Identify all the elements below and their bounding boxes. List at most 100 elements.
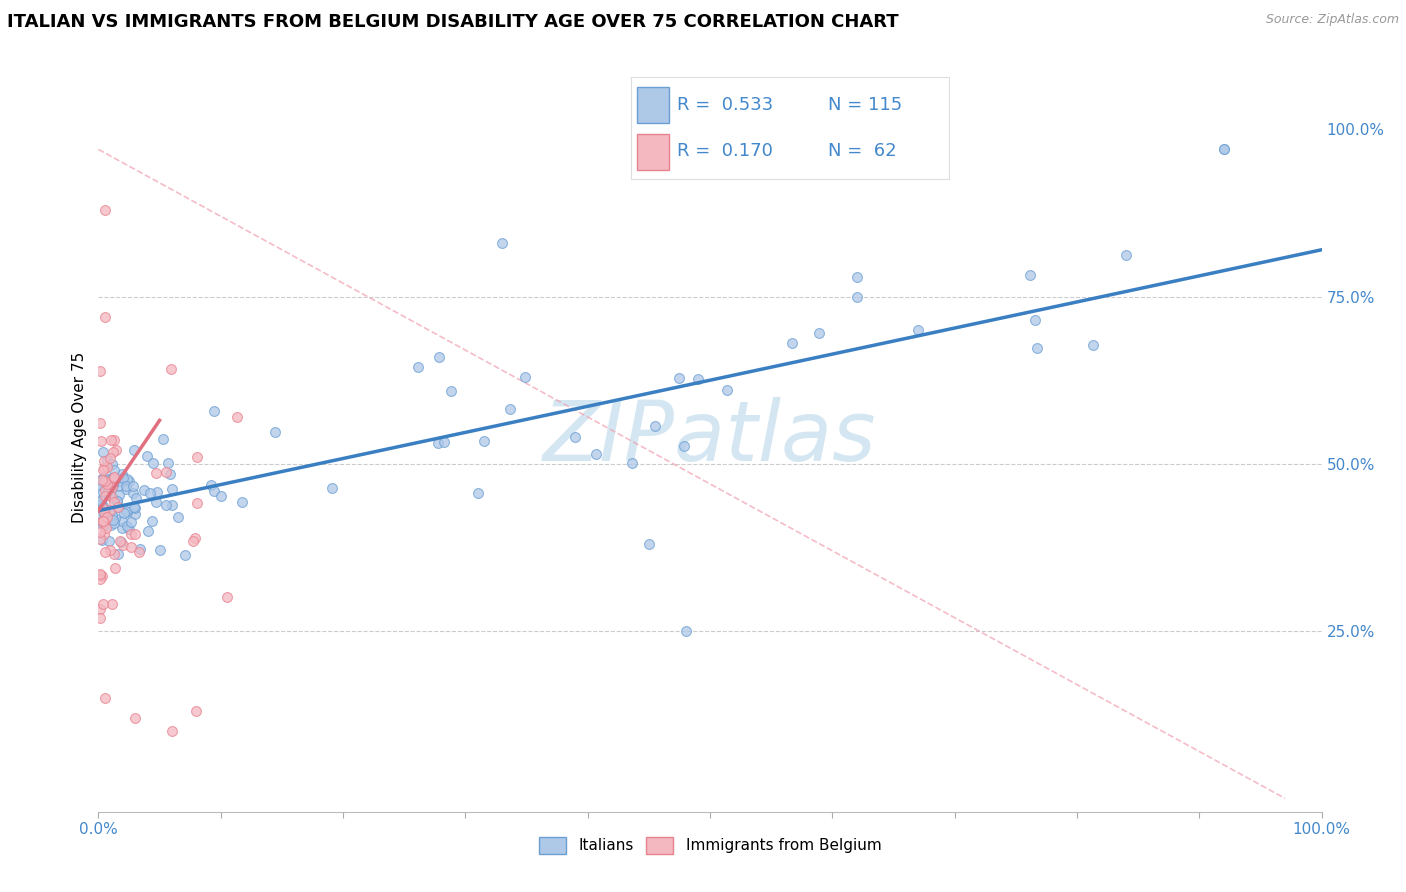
Point [145,466,167,480]
Point [98,451,121,466]
Point [155,498,177,512]
Point [93,461,115,475]
Point [90,434,112,449]
Point [122,443,145,458]
Point [89,611,111,625]
Point [91,445,114,459]
Point [215,591,238,605]
Point [100,489,122,503]
Point [115,479,138,493]
Point [160,361,183,376]
Point [94,514,117,528]
Point [89,567,111,582]
Point [637,537,661,551]
Point [111,514,134,528]
Point [107,547,129,561]
Point [433,434,456,449]
Point [845,269,868,284]
Point [89,525,111,540]
Point [91,500,114,514]
Point [124,527,146,541]
Point [103,547,125,561]
Point [105,500,128,514]
Point [98,502,121,516]
Point [1081,337,1104,351]
Point [427,350,450,364]
Point [513,370,536,384]
Point [91,514,114,528]
Point [104,442,127,457]
Point [202,483,225,498]
Point [91,485,114,500]
Point [110,534,132,549]
Point [668,371,690,385]
Point [110,535,132,549]
Text: ITALIAN VS IMMIGRANTS FROM BELGIUM DISABILITY AGE OVER 75 CORRELATION CHART: ITALIAN VS IMMIGRANTS FROM BELGIUM DISAB… [7,13,898,31]
Point [94,544,117,558]
Point [110,474,132,488]
Point [112,471,135,485]
Point [124,501,146,516]
Point [200,478,222,492]
Point [115,505,138,519]
Point [226,409,249,424]
Point [499,402,522,417]
Point [231,494,253,508]
Point [675,624,697,639]
Point [621,456,644,470]
Point [89,473,111,487]
Point [98,542,121,557]
Point [90,494,112,508]
Point [93,526,115,541]
Point [1026,341,1049,355]
Text: ZIPatlas: ZIPatlas [543,397,877,477]
Point [145,495,167,509]
Point [89,602,111,616]
Point [93,470,115,484]
Point [98,486,121,500]
Point [1019,268,1042,283]
Point [716,383,738,397]
Point [118,522,141,536]
Point [93,515,115,529]
Point [139,486,162,500]
Point [129,541,152,556]
Point [104,511,127,525]
Point [174,548,197,562]
Point [96,479,118,493]
Point [115,471,138,485]
Point [186,496,208,510]
Point [93,597,115,611]
Point [107,479,129,493]
Point [103,495,125,509]
Point [96,480,118,494]
Point [91,501,114,516]
Point [263,425,285,439]
Point [184,531,207,545]
Point [105,493,128,508]
Point [89,532,111,546]
Point [89,493,111,508]
Point [142,456,165,470]
Point [186,450,208,464]
Legend: Italians, Immigrants from Belgium: Italians, Immigrants from Belgium [533,830,887,860]
Point [426,436,449,450]
Point [107,500,129,515]
Point [104,472,127,486]
Text: Source: ZipAtlas.com: Source: ZipAtlas.com [1265,13,1399,27]
Point [491,236,513,251]
Point [94,473,117,487]
Point [136,524,159,538]
Point [564,430,586,444]
Point [103,471,125,485]
Point [103,513,125,527]
Point [93,505,115,519]
Point [103,470,125,484]
Point [644,419,666,434]
Point [91,568,114,582]
Point [93,503,115,517]
Point [96,460,118,475]
Point [807,326,830,340]
Point [93,310,115,324]
Point [115,482,138,496]
